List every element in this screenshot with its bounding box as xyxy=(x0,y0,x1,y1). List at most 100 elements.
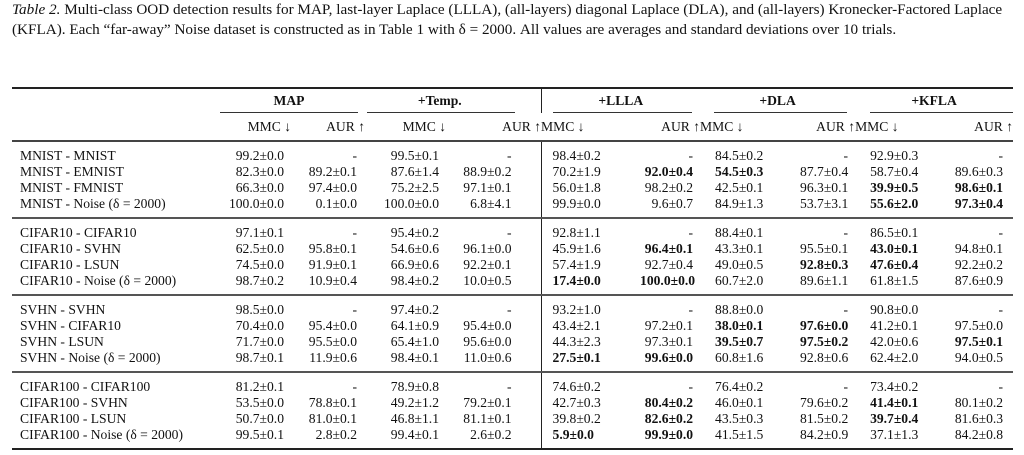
table-cell: 95.8±0.1 xyxy=(308,241,358,256)
caption-text: Multi-class OOD detection results for MA… xyxy=(12,1,1003,38)
table-row: CIFAR100 - SVHN 53.5±0.0 78.8±0.1 49.2±1.2 7… xyxy=(12,395,1013,411)
table-cell: 97.1±0.1 xyxy=(220,217,291,241)
table-cell: 98.4±0.2 xyxy=(540,141,641,164)
header-kfla: +KFLA xyxy=(855,87,1014,114)
table-cell: 97.5±0.1 xyxy=(954,334,1004,349)
table-cell: 84.2±0.8 xyxy=(950,427,1014,450)
table-cell: 88.4±0.1 xyxy=(700,217,801,241)
table-cell: 43.5±0.3 xyxy=(715,411,764,426)
table-cell: 27.5±0.1 xyxy=(540,350,641,372)
row-label: MNIST - EMNIST xyxy=(20,164,124,179)
table-cell: 92.0±0.4 xyxy=(644,164,694,179)
caption-label: Table 2. xyxy=(12,1,61,18)
aur-header: AUR ↑ xyxy=(446,113,542,142)
table-row: MNIST - EMNIST 82.3±0.0 89.2±0.1 87.6±1.4 88… xyxy=(12,164,1013,180)
table-cell: 92.7±0.4 xyxy=(644,257,694,272)
table-cell: 5.9±0.0 xyxy=(540,427,641,450)
table-cell: - xyxy=(998,148,1004,163)
row-label: CIFAR10 - Noise (δ = 2000) xyxy=(20,273,177,288)
table-cell: 54.6±0.6 xyxy=(390,241,440,256)
row-label: CIFAR100 - LSUN xyxy=(20,411,127,426)
table-cell: 80.1±0.2 xyxy=(954,395,1004,410)
mmc-header: MMC ↓ xyxy=(541,113,641,142)
aur-header: AUR ↑ xyxy=(800,113,856,142)
table-cell: 98.6±0.1 xyxy=(954,180,1004,195)
table-cell: 94.8±0.1 xyxy=(954,241,1004,256)
table-cell: 2.8±0.2 xyxy=(291,427,366,450)
table-row: SVHN - Noise (δ = 2000) 98.7±0.1 11.9±0.6 9… xyxy=(12,350,1013,372)
table-cell: - xyxy=(640,371,701,395)
table-cell: 50.7±0.0 xyxy=(235,411,284,426)
table-cell: 80.4±0.2 xyxy=(644,395,694,410)
table-cell: - xyxy=(800,294,856,318)
table-cell: 90.8±0.0 xyxy=(855,294,951,318)
table-cell: 97.2±0.1 xyxy=(644,318,694,333)
table-cell: 41.2±0.1 xyxy=(870,318,919,333)
header-dla: +DLA xyxy=(700,87,856,114)
table-cell: 61.8±1.5 xyxy=(870,273,919,288)
table-cell: 99.2±0.0 xyxy=(235,148,284,163)
table-cell: 0.1±0.0 xyxy=(315,196,358,211)
table-cell: 75.2±2.5 xyxy=(390,180,440,195)
table-cell: 89.6±1.1 xyxy=(800,273,849,288)
table-cell: 99.5±0.1 xyxy=(220,427,291,450)
table-cell: 44.3±2.3 xyxy=(540,334,641,350)
row-label: CIFAR100 - CIFAR100 xyxy=(12,371,220,395)
table-cell: 99.6±0.0 xyxy=(644,350,694,365)
table-cell: 92.8±1.1 xyxy=(540,217,641,241)
table-cell: 98.5±0.0 xyxy=(220,294,291,318)
table-cell: 78.8±0.1 xyxy=(308,395,358,410)
table-cell: 55.6±2.0 xyxy=(870,196,919,211)
table-cell: 100.0±0.0 xyxy=(640,273,696,288)
table-cell: 97.4±0.0 xyxy=(308,180,358,195)
table-cell: 74.5±0.0 xyxy=(235,257,284,272)
table-cell: 98.2±0.2 xyxy=(644,180,694,195)
table-cell: - xyxy=(950,294,1014,318)
table-cell: 92.8±0.6 xyxy=(800,350,849,365)
row-label: MNIST - Noise (δ = 2000) xyxy=(20,196,166,211)
table-cell: 81.0±0.1 xyxy=(308,411,358,426)
table-cell: 62.5±0.0 xyxy=(235,241,284,256)
header-llla: +LLLA xyxy=(540,87,701,114)
table-cell: 78.9±0.8 xyxy=(365,371,447,395)
table-cell: 79.6±0.2 xyxy=(800,395,849,410)
table-cell: 17.4±0.0 xyxy=(540,273,641,295)
table-cell: 95.6±0.0 xyxy=(463,334,512,349)
table-cell: 64.1±0.9 xyxy=(390,318,440,333)
row-label: MNIST - FMNIST xyxy=(20,180,124,195)
table-cell: 96.3±0.1 xyxy=(800,180,849,195)
table-cell: 99.5±0.1 xyxy=(390,148,440,163)
row-label: SVHN - SVHN xyxy=(12,294,220,318)
table-cell: 95.5±0.1 xyxy=(800,241,849,256)
table-cell: - xyxy=(950,217,1014,241)
results-table: MAP +Temp. +LLLA +DLA +KFLA MMC ↓ AUR ↑ MM… xyxy=(12,87,1014,450)
table-cell: 46.8±1.1 xyxy=(390,411,440,426)
table-cell: 84.2±0.9 xyxy=(800,427,856,450)
table-cell: 93.2±1.0 xyxy=(540,294,641,318)
table-cell: 56.0±1.8 xyxy=(540,180,641,196)
row-label: CIFAR100 - SVHN xyxy=(20,395,128,410)
table-cell: 97.6±0.0 xyxy=(800,318,849,333)
table-cell: 91.9±0.1 xyxy=(308,257,358,272)
table-cell: 42.0±0.6 xyxy=(870,334,919,349)
table-cell: 82.6±0.2 xyxy=(644,411,694,426)
table-row: MNIST - FMNIST 66.3±0.0 97.4±0.0 75.2±2.5 97… xyxy=(12,180,1013,196)
table-cell: 92.2±0.2 xyxy=(954,257,1004,272)
table-row: CIFAR100 - CIFAR100 81.2±0.1-78.9±0.8-74.… xyxy=(12,371,1014,395)
table-cell: 97.5±0.0 xyxy=(954,318,1004,333)
table-row: SVHN - LSUN 71.7±0.0 95.5±0.0 65.4±1.0 95.6±… xyxy=(12,334,1013,350)
table-cell: 97.4±0.2 xyxy=(365,294,447,318)
row-group: CIFAR10 - CIFAR10 97.1±0.1-95.4±0.2-92.8±… xyxy=(12,217,1014,295)
table-cell: 66.9±0.6 xyxy=(390,257,440,272)
header-blank xyxy=(12,87,220,113)
table-cell: 71.7±0.0 xyxy=(235,334,284,349)
table-cell: 57.4±1.9 xyxy=(540,257,641,273)
table-cell: - xyxy=(688,148,694,163)
row-group: SVHN - SVHN 98.5±0.0-97.4±0.2-93.2±1.0-88… xyxy=(12,294,1014,372)
table-cell: 2.6±0.2 xyxy=(446,427,542,450)
row-group: MNIST - MNIST 99.2±0.0 - 99.5±0.1 - 98.4±0.2 -… xyxy=(12,141,1013,218)
table-cell: 70.2±1.9 xyxy=(540,164,641,180)
aur-header: AUR ↑ xyxy=(291,113,366,142)
table-cell: 10.0±0.5 xyxy=(463,273,512,288)
table-cell: 100.0±0.0 xyxy=(383,196,440,211)
